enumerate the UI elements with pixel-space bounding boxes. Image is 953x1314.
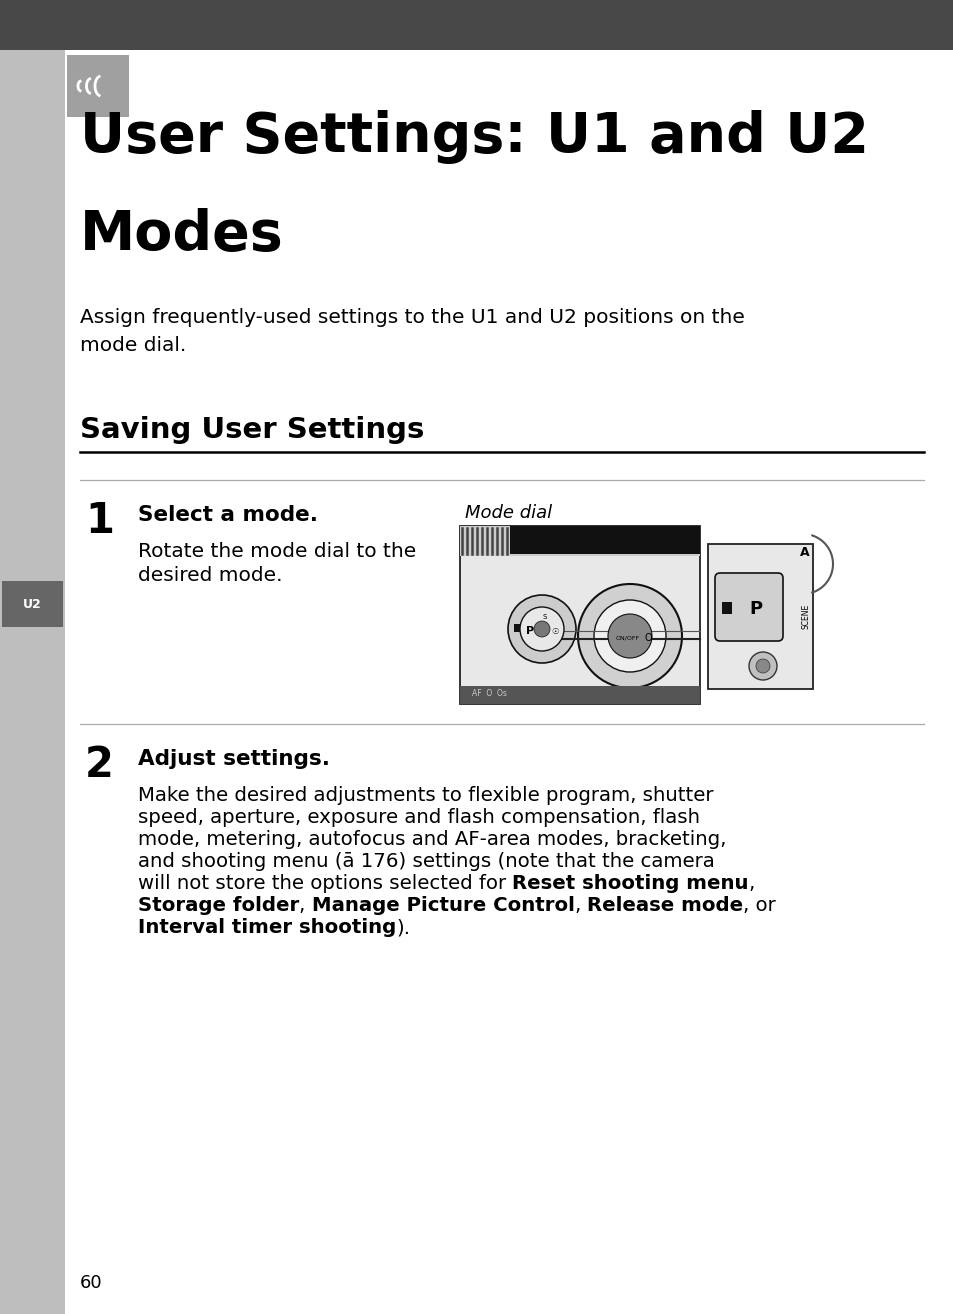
Text: Manage Picture Control: Manage Picture Control	[312, 896, 574, 915]
Text: Select a mode.: Select a mode.	[138, 505, 317, 526]
Text: Reset shooting menu: Reset shooting menu	[512, 874, 748, 894]
Text: speed, aperture, exposure and flash compensation, flash: speed, aperture, exposure and flash comp…	[138, 808, 700, 827]
Text: O: O	[643, 633, 651, 643]
Text: will not store the options selected for: will not store the options selected for	[138, 874, 512, 894]
Text: SCENE: SCENE	[801, 603, 810, 628]
Bar	[707, 544, 812, 689]
Text: and shooting menu (ā 176) settings (note that the camera: and shooting menu (ā 176) settings (note…	[138, 851, 714, 871]
Text: 1: 1	[85, 501, 113, 541]
Bar	[459, 526, 700, 704]
Bar	[721, 602, 731, 614]
Bar	[514, 624, 519, 632]
Text: ☉: ☉	[551, 628, 558, 636]
Bar	[0, 0, 953, 50]
Text: Rotate the mode dial to the: Rotate the mode dial to the	[138, 541, 416, 561]
Circle shape	[607, 614, 651, 658]
FancyBboxPatch shape	[714, 573, 782, 641]
Bar	[510, 526, 700, 555]
Text: Saving User Settings: Saving User Settings	[80, 417, 424, 444]
Text: ,: ,	[748, 874, 755, 894]
Bar	[67, 55, 129, 117]
Text: User Settings: U1 and U2: User Settings: U1 and U2	[80, 110, 868, 164]
Text: S: S	[542, 614, 547, 620]
Text: Assign frequently-used settings to the U1 and U2 positions on the
mode dial.: Assign frequently-used settings to the U…	[80, 307, 744, 355]
Text: Interval timer shooting: Interval timer shooting	[138, 918, 395, 937]
Text: A: A	[800, 545, 809, 558]
Text: U2: U2	[23, 598, 41, 611]
Text: Adjust settings.: Adjust settings.	[138, 749, 330, 769]
Text: , or: , or	[742, 896, 775, 915]
Text: ,: ,	[299, 896, 312, 915]
Text: Mode dial: Mode dial	[464, 505, 552, 522]
Text: Release mode: Release mode	[586, 896, 742, 915]
Bar	[459, 526, 700, 556]
Circle shape	[519, 607, 563, 650]
Text: ).: ).	[395, 918, 410, 937]
Circle shape	[594, 600, 665, 671]
Circle shape	[534, 622, 550, 637]
Text: 60: 60	[80, 1275, 103, 1292]
Bar	[2, 581, 63, 627]
Bar	[0, 50, 65, 1314]
Text: P: P	[749, 600, 761, 618]
Text: P: P	[525, 625, 534, 636]
Text: desired mode.: desired mode.	[138, 566, 282, 585]
Text: Make the desired adjustments to flexible program, shutter: Make the desired adjustments to flexible…	[138, 786, 713, 805]
Text: 2: 2	[85, 744, 113, 786]
Text: mode, metering, autofocus and AF-area modes, bracketing,: mode, metering, autofocus and AF-area mo…	[138, 830, 725, 849]
Bar	[459, 686, 700, 704]
Text: ON/OFF: ON/OFF	[616, 636, 639, 640]
Circle shape	[748, 652, 776, 681]
Text: Modes: Modes	[80, 208, 283, 261]
Text: AF  O  Os: AF O Os	[472, 690, 506, 699]
Text: ,: ,	[574, 896, 586, 915]
Circle shape	[507, 595, 576, 664]
Text: Storage folder: Storage folder	[138, 896, 299, 915]
Circle shape	[578, 583, 681, 689]
Circle shape	[755, 660, 769, 673]
